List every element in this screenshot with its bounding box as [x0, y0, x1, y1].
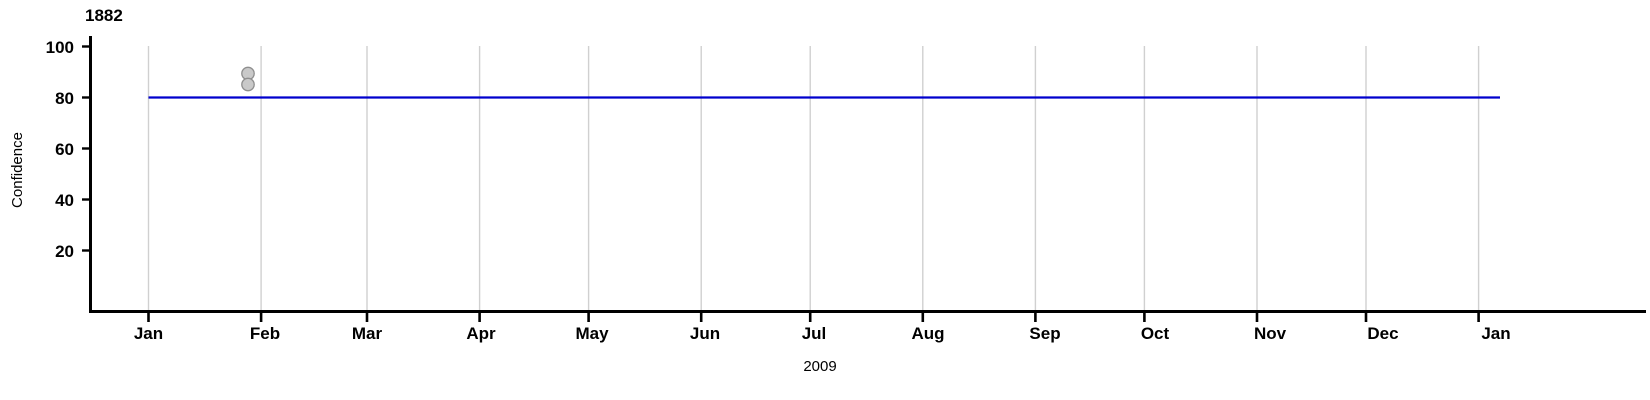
x-tick-label: Jul: [802, 324, 827, 343]
y-axis-title: Confidence: [9, 132, 26, 208]
x-tick-label: Feb: [250, 324, 280, 343]
y-tick-label: 100: [46, 38, 74, 57]
chart-title: 1882: [85, 6, 123, 25]
x-axis-ticks: [147, 312, 1480, 322]
data-point: [241, 77, 255, 92]
x-tick-label: Mar: [352, 324, 383, 343]
x-tick-label: Oct: [1141, 324, 1170, 343]
y-tick-label: 40: [55, 191, 74, 210]
y-axis-ticks: [82, 45, 90, 252]
x-tick-label: Apr: [466, 324, 496, 343]
data-point-markers: [241, 66, 255, 92]
x-tick-label: Sep: [1029, 324, 1060, 343]
y-tick-label: 20: [55, 242, 74, 261]
x-tick-label: Nov: [1254, 324, 1287, 343]
x-tick-label: Jan: [134, 324, 163, 343]
vertical-gridlines: [147, 46, 1480, 310]
x-tick-label: Jun: [690, 324, 720, 343]
x-tick-label: Aug: [911, 324, 944, 343]
x-tick-label: Dec: [1367, 324, 1398, 343]
x-tick-label: Jan: [1481, 324, 1510, 343]
y-tick-label: 80: [55, 89, 74, 108]
y-tick-label: 60: [55, 140, 74, 159]
x-axis-title: 2009: [803, 358, 836, 375]
x-tick-label: May: [575, 324, 609, 343]
